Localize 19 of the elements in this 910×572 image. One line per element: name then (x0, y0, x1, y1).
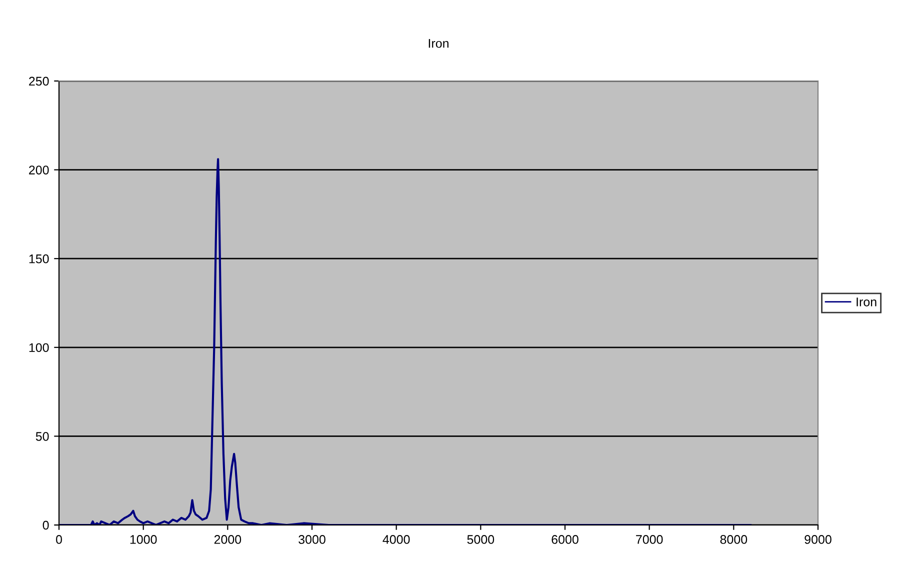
y-tick-label: 250 (29, 76, 49, 86)
x-tick-label: 8000 (720, 535, 748, 544)
y-tick-label: 150 (29, 254, 49, 264)
x-tick-label: 4000 (382, 535, 410, 544)
legend-label: Iron (856, 298, 876, 306)
x-tick-label: 5000 (467, 535, 494, 544)
line-series (59, 158, 752, 525)
y-tick-label: 100 (29, 343, 49, 352)
y-tick-label: 50 (36, 432, 49, 441)
x-tick-label: 2000 (214, 535, 242, 544)
x-tick-label: 0 (56, 535, 62, 544)
chart-title: Iron (428, 39, 448, 48)
y-tick-label: 200 (29, 166, 49, 174)
x-tick-label: 9000 (804, 535, 832, 544)
x-tick-label: 6000 (552, 535, 578, 544)
x-tick-label: 7000 (636, 535, 663, 544)
y-tick-label: 0 (42, 520, 49, 530)
x-tick-label: 3000 (298, 535, 326, 544)
x-tick-label: 1000 (130, 535, 157, 544)
